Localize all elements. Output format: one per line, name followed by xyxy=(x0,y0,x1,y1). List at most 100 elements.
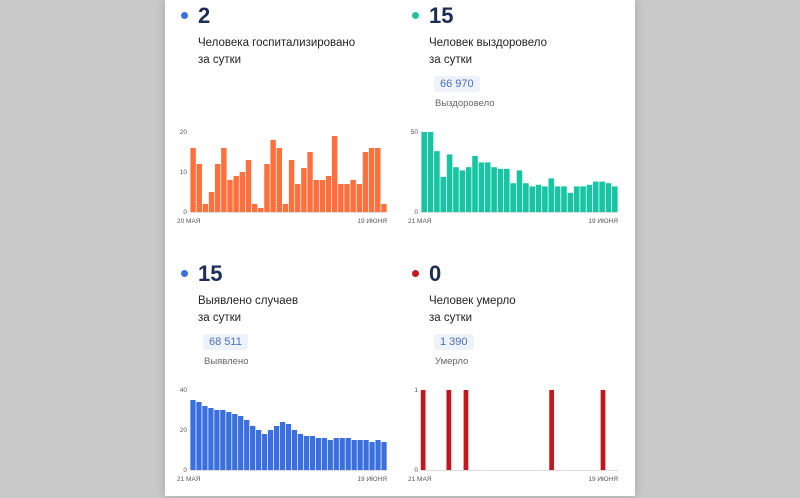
bar xyxy=(503,168,510,212)
bar xyxy=(580,186,586,212)
bar xyxy=(258,208,264,212)
bar xyxy=(315,438,321,470)
bar xyxy=(301,168,307,212)
bar xyxy=(331,136,338,212)
bar xyxy=(238,416,244,470)
deaths-subtitle: Человек умерло за сутки xyxy=(429,295,516,324)
hospitalized-chart: 0 10 20 20 МАЯ 19 ИЮНЯ xyxy=(177,129,387,225)
bar xyxy=(279,422,286,470)
y-tick-label: 10 xyxy=(180,169,188,176)
bar xyxy=(295,184,301,212)
y-tick-label: 50 xyxy=(411,129,419,136)
bar xyxy=(465,167,472,212)
recovered-number: 15 xyxy=(429,3,454,28)
bar xyxy=(369,442,375,470)
deaths-total: 1 390 xyxy=(434,334,474,350)
bar xyxy=(350,180,356,212)
bar xyxy=(573,186,580,212)
bar xyxy=(288,160,295,212)
bar xyxy=(381,204,387,212)
cases-chart: 0 20 40 21 МАЯ 19 ИЮНЯ xyxy=(177,387,387,483)
bar xyxy=(599,181,605,212)
bar xyxy=(264,164,270,212)
bar xyxy=(357,440,363,470)
bar xyxy=(420,390,426,470)
bar xyxy=(291,430,298,470)
bar xyxy=(351,440,357,470)
hospitalized-card: 2 Человека госпитализировано за сутки 0 1… xyxy=(177,0,397,240)
deaths-card: 0 Человек умерло за сутки 1 390 Умерло 0… xyxy=(408,258,628,498)
recovered-chart: 0 50 21 МАЯ 19 ИЮНЯ xyxy=(408,129,618,225)
recovered-dot xyxy=(412,12,419,19)
bar xyxy=(208,192,215,212)
deaths-dot xyxy=(412,270,419,277)
x-start-label: 21 МАЯ xyxy=(177,476,201,483)
bar xyxy=(339,438,345,470)
recovered-total: 66 970 xyxy=(434,76,480,92)
cases-total: 68 511 xyxy=(203,334,248,350)
bar xyxy=(303,436,310,470)
recovered-card: 15 Человек выздоровело за сутки 66 970 В… xyxy=(408,0,628,240)
bar xyxy=(196,164,202,212)
y-tick-label: 0 xyxy=(414,467,418,474)
recovered-subtitle: Человек выздоровело за сутки xyxy=(429,37,548,66)
cases-number: 15 xyxy=(198,261,223,286)
bar xyxy=(307,152,313,212)
bar xyxy=(446,154,453,212)
bar xyxy=(276,148,282,212)
cases-subtitle: Выявлено случаев за сутки xyxy=(198,295,299,324)
bar xyxy=(232,414,238,470)
bar xyxy=(510,183,516,212)
y-tick-label: 20 xyxy=(180,129,188,136)
bar xyxy=(344,184,350,212)
bar xyxy=(535,184,542,212)
bar xyxy=(221,148,227,212)
bar xyxy=(313,180,319,212)
bar xyxy=(567,192,574,212)
bar xyxy=(250,426,256,470)
bar xyxy=(214,164,221,212)
bar xyxy=(244,420,250,470)
bar xyxy=(381,442,387,470)
bar xyxy=(529,186,536,212)
bar xyxy=(338,184,344,212)
bar xyxy=(233,176,239,212)
bar xyxy=(345,438,351,470)
x-start-label: 21 МАЯ xyxy=(408,218,432,225)
bar xyxy=(605,183,612,212)
x-start-label: 21 МАЯ xyxy=(408,476,432,483)
bar xyxy=(208,408,214,470)
bar xyxy=(523,183,529,212)
deaths-chart: 0 1 21 МАЯ 19 ИЮНЯ xyxy=(408,387,618,483)
deaths-number: 0 xyxy=(429,261,442,286)
bar xyxy=(261,434,268,470)
bar xyxy=(561,186,567,212)
bar xyxy=(202,204,209,212)
bar xyxy=(478,162,485,212)
y-tick-label: 0 xyxy=(414,209,418,216)
x-start-label: 20 МАЯ xyxy=(177,218,201,225)
bar xyxy=(214,410,220,470)
hospitalized-number: 2 xyxy=(198,3,211,28)
bar xyxy=(319,180,326,212)
hospitalized-subtitle: Человека госпитализировано за сутки xyxy=(198,37,356,66)
bar xyxy=(297,434,304,470)
bar xyxy=(440,176,447,212)
bar xyxy=(362,152,369,212)
bar xyxy=(190,148,196,212)
bar xyxy=(497,168,504,212)
bar xyxy=(542,186,548,212)
bar xyxy=(356,184,363,212)
bar xyxy=(600,390,606,470)
y-tick-label: 20 xyxy=(180,427,188,434)
bar xyxy=(592,181,599,212)
bar xyxy=(226,412,232,470)
bar xyxy=(239,172,246,212)
bar xyxy=(327,440,333,470)
bar xyxy=(251,204,258,212)
bar xyxy=(267,430,274,470)
recovered-total-label: Выздоровело xyxy=(435,98,495,109)
cases-card: 15 Выявлено случаев за сутки 68 511 Выяв… xyxy=(177,258,397,498)
bar xyxy=(245,160,252,212)
bar xyxy=(427,132,434,212)
